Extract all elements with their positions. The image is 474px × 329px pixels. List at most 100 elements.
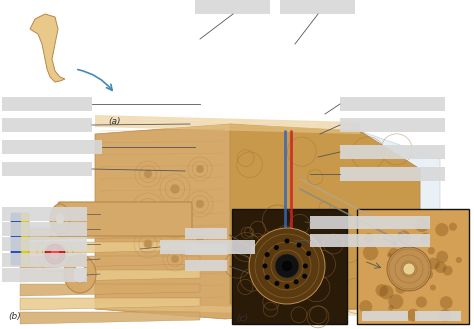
FancyBboxPatch shape bbox=[185, 228, 227, 239]
Circle shape bbox=[359, 300, 372, 313]
FancyBboxPatch shape bbox=[362, 311, 408, 321]
Circle shape bbox=[387, 253, 392, 258]
Circle shape bbox=[297, 242, 301, 248]
Circle shape bbox=[45, 244, 65, 264]
FancyBboxPatch shape bbox=[2, 162, 92, 176]
Circle shape bbox=[395, 283, 406, 294]
Polygon shape bbox=[95, 303, 360, 312]
Circle shape bbox=[397, 230, 410, 244]
Bar bbox=[232, 209, 347, 324]
Circle shape bbox=[443, 266, 453, 276]
Circle shape bbox=[172, 256, 178, 262]
Circle shape bbox=[197, 236, 203, 242]
Circle shape bbox=[436, 251, 448, 263]
Polygon shape bbox=[20, 228, 200, 240]
Polygon shape bbox=[95, 118, 360, 128]
FancyBboxPatch shape bbox=[185, 244, 227, 255]
FancyBboxPatch shape bbox=[2, 253, 87, 267]
Polygon shape bbox=[20, 256, 200, 268]
FancyBboxPatch shape bbox=[160, 240, 255, 254]
Ellipse shape bbox=[64, 255, 96, 293]
Circle shape bbox=[430, 285, 436, 291]
Circle shape bbox=[392, 262, 399, 269]
Circle shape bbox=[275, 254, 299, 278]
Circle shape bbox=[303, 264, 308, 268]
FancyBboxPatch shape bbox=[185, 260, 227, 271]
Circle shape bbox=[249, 228, 325, 304]
Polygon shape bbox=[95, 124, 360, 134]
Circle shape bbox=[197, 201, 203, 207]
Circle shape bbox=[403, 263, 415, 275]
FancyBboxPatch shape bbox=[21, 213, 29, 265]
Circle shape bbox=[274, 281, 280, 286]
Circle shape bbox=[50, 249, 60, 259]
Polygon shape bbox=[95, 121, 360, 131]
Text: (b): (b) bbox=[8, 312, 21, 321]
Circle shape bbox=[388, 248, 399, 259]
FancyBboxPatch shape bbox=[2, 140, 102, 154]
Polygon shape bbox=[360, 131, 440, 309]
Circle shape bbox=[375, 284, 388, 297]
Ellipse shape bbox=[55, 213, 64, 225]
Circle shape bbox=[293, 279, 299, 284]
Circle shape bbox=[388, 294, 403, 309]
Circle shape bbox=[364, 233, 374, 243]
FancyBboxPatch shape bbox=[2, 97, 92, 111]
FancyBboxPatch shape bbox=[340, 145, 445, 159]
Circle shape bbox=[428, 258, 440, 269]
Circle shape bbox=[416, 296, 427, 308]
Polygon shape bbox=[230, 124, 420, 309]
Circle shape bbox=[423, 269, 433, 279]
FancyBboxPatch shape bbox=[340, 97, 445, 111]
Ellipse shape bbox=[50, 204, 70, 234]
Polygon shape bbox=[95, 115, 360, 125]
Circle shape bbox=[263, 264, 267, 268]
Circle shape bbox=[197, 166, 203, 172]
Polygon shape bbox=[20, 284, 200, 296]
Polygon shape bbox=[30, 14, 65, 82]
Text: (a): (a) bbox=[108, 117, 120, 126]
FancyBboxPatch shape bbox=[2, 237, 87, 251]
Circle shape bbox=[439, 309, 451, 321]
FancyBboxPatch shape bbox=[310, 216, 430, 229]
Circle shape bbox=[456, 257, 462, 263]
Bar bbox=[357, 209, 469, 324]
Circle shape bbox=[363, 245, 378, 260]
Circle shape bbox=[274, 245, 279, 250]
Circle shape bbox=[306, 251, 311, 256]
Circle shape bbox=[428, 247, 435, 254]
FancyBboxPatch shape bbox=[2, 222, 87, 236]
FancyBboxPatch shape bbox=[310, 234, 430, 247]
Circle shape bbox=[144, 205, 152, 213]
Circle shape bbox=[435, 223, 448, 236]
FancyBboxPatch shape bbox=[2, 118, 92, 132]
Circle shape bbox=[171, 185, 179, 193]
FancyBboxPatch shape bbox=[340, 118, 445, 132]
Polygon shape bbox=[20, 270, 200, 282]
Circle shape bbox=[415, 217, 429, 232]
Circle shape bbox=[145, 240, 152, 247]
Circle shape bbox=[435, 262, 447, 273]
Circle shape bbox=[264, 252, 270, 257]
Circle shape bbox=[379, 285, 393, 299]
Circle shape bbox=[172, 220, 179, 227]
FancyBboxPatch shape bbox=[280, 0, 355, 14]
FancyBboxPatch shape bbox=[195, 0, 270, 14]
Circle shape bbox=[440, 296, 453, 309]
Text: (c): (c) bbox=[236, 314, 248, 323]
Circle shape bbox=[387, 247, 431, 291]
Circle shape bbox=[265, 275, 270, 280]
FancyBboxPatch shape bbox=[2, 207, 87, 221]
Circle shape bbox=[395, 259, 407, 270]
Polygon shape bbox=[95, 307, 360, 316]
FancyBboxPatch shape bbox=[2, 268, 87, 282]
FancyBboxPatch shape bbox=[340, 167, 445, 181]
Circle shape bbox=[281, 260, 293, 272]
FancyBboxPatch shape bbox=[11, 213, 21, 265]
Circle shape bbox=[420, 233, 430, 242]
Polygon shape bbox=[95, 124, 360, 319]
Circle shape bbox=[391, 274, 398, 281]
Ellipse shape bbox=[73, 265, 87, 283]
Polygon shape bbox=[20, 298, 200, 310]
FancyBboxPatch shape bbox=[58, 202, 192, 236]
